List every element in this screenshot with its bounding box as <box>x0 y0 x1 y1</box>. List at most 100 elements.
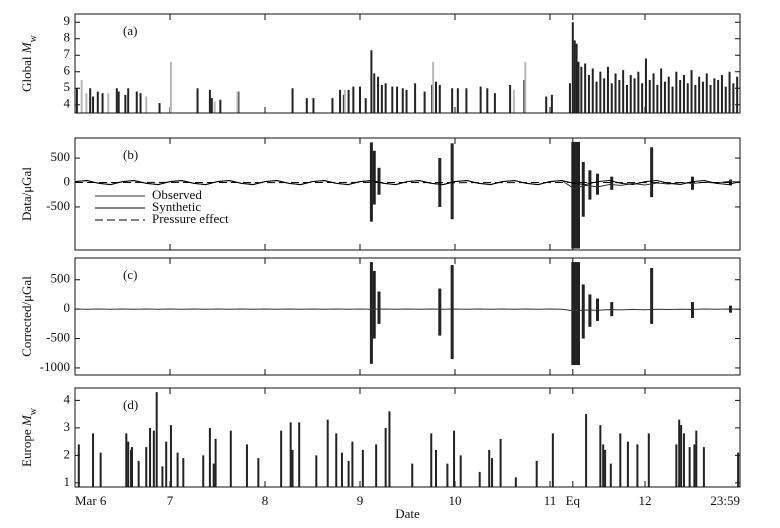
bar <box>176 452 179 487</box>
bar <box>679 80 682 113</box>
plot-frame <box>74 257 741 376</box>
bar <box>610 83 613 113</box>
bar <box>686 83 689 113</box>
y-tick-label: 6 <box>64 63 71 78</box>
burst <box>438 288 442 336</box>
bar <box>682 433 685 487</box>
bar <box>694 84 697 113</box>
bar <box>629 75 632 113</box>
panel: -1000 -500 0 500 Corrected/μGal (c) <box>19 257 741 376</box>
burst <box>372 270 376 339</box>
bar <box>736 76 739 113</box>
bar <box>99 452 102 487</box>
burst <box>596 298 599 321</box>
bar <box>453 430 456 487</box>
bar <box>599 425 602 487</box>
bar <box>331 98 334 113</box>
line <box>74 308 741 312</box>
x-tick-label: 23:59 <box>710 493 740 508</box>
bar <box>326 419 329 487</box>
bar <box>675 71 678 113</box>
bar <box>430 433 433 487</box>
panel-label: (b) <box>123 147 138 162</box>
burst <box>369 262 373 364</box>
bar <box>618 80 621 113</box>
legend-label: Synthetic <box>152 199 201 214</box>
bar <box>169 61 172 113</box>
bar <box>229 430 232 487</box>
x-tick-label: 7 <box>167 493 174 508</box>
bar <box>149 427 152 487</box>
burst <box>369 142 373 222</box>
bar <box>535 460 538 487</box>
x-tick-label: 11 <box>544 493 557 508</box>
bar <box>644 58 647 113</box>
bar <box>77 444 80 487</box>
bar <box>606 66 609 113</box>
legend-label: Observed <box>152 187 202 202</box>
panel-label: (a) <box>123 23 137 38</box>
bar <box>713 78 716 113</box>
bar <box>127 88 130 113</box>
bar <box>411 463 414 487</box>
bar <box>139 93 142 113</box>
bar <box>359 86 361 113</box>
bar <box>678 419 681 487</box>
bar <box>435 81 437 113</box>
bar <box>609 463 612 487</box>
bar <box>396 86 399 113</box>
bar <box>488 449 491 487</box>
bar <box>384 427 387 487</box>
bar <box>289 422 292 487</box>
bar <box>524 61 527 113</box>
burst <box>577 262 580 366</box>
bar <box>291 449 294 487</box>
x-axis-label: Date <box>395 506 420 521</box>
bar <box>405 89 408 113</box>
burst <box>575 262 579 366</box>
bar <box>280 430 283 487</box>
bar <box>352 86 355 113</box>
bar <box>92 96 95 113</box>
y-axis-label: Global Mw <box>19 34 39 91</box>
bar <box>145 447 148 487</box>
bar <box>384 83 387 113</box>
burst <box>650 147 654 198</box>
bar <box>717 80 720 113</box>
x-tick-label: Eq <box>566 493 581 508</box>
bar <box>85 93 88 113</box>
bar <box>648 80 651 113</box>
bar <box>619 433 622 487</box>
y-label-subscript: w <box>28 407 39 415</box>
legend-label: Pressure effect <box>152 211 229 226</box>
bar <box>370 50 373 113</box>
bar <box>732 83 735 113</box>
y-tick-label: -1000 <box>40 359 70 374</box>
bar <box>688 447 691 487</box>
bar <box>364 98 367 113</box>
y-label-subscript: w <box>28 34 39 42</box>
bar <box>451 88 454 113</box>
bar <box>456 88 459 113</box>
bar <box>219 99 222 113</box>
burst <box>650 267 654 324</box>
burst <box>377 167 381 195</box>
bar <box>214 438 217 487</box>
y-tick-label: 4 <box>64 391 71 406</box>
bar <box>545 96 548 113</box>
plot-frame <box>74 387 741 488</box>
bar <box>671 86 674 113</box>
bar <box>435 449 437 487</box>
bar <box>580 66 583 113</box>
bar <box>486 88 489 113</box>
bar <box>347 460 350 487</box>
bar <box>152 430 155 487</box>
bar <box>571 22 574 113</box>
x-tick-label: 10 <box>449 493 462 508</box>
bar <box>182 458 185 487</box>
bar <box>75 88 78 113</box>
bar <box>391 86 394 113</box>
plot-frame <box>74 137 741 251</box>
burst <box>575 141 579 249</box>
bar <box>680 425 683 487</box>
